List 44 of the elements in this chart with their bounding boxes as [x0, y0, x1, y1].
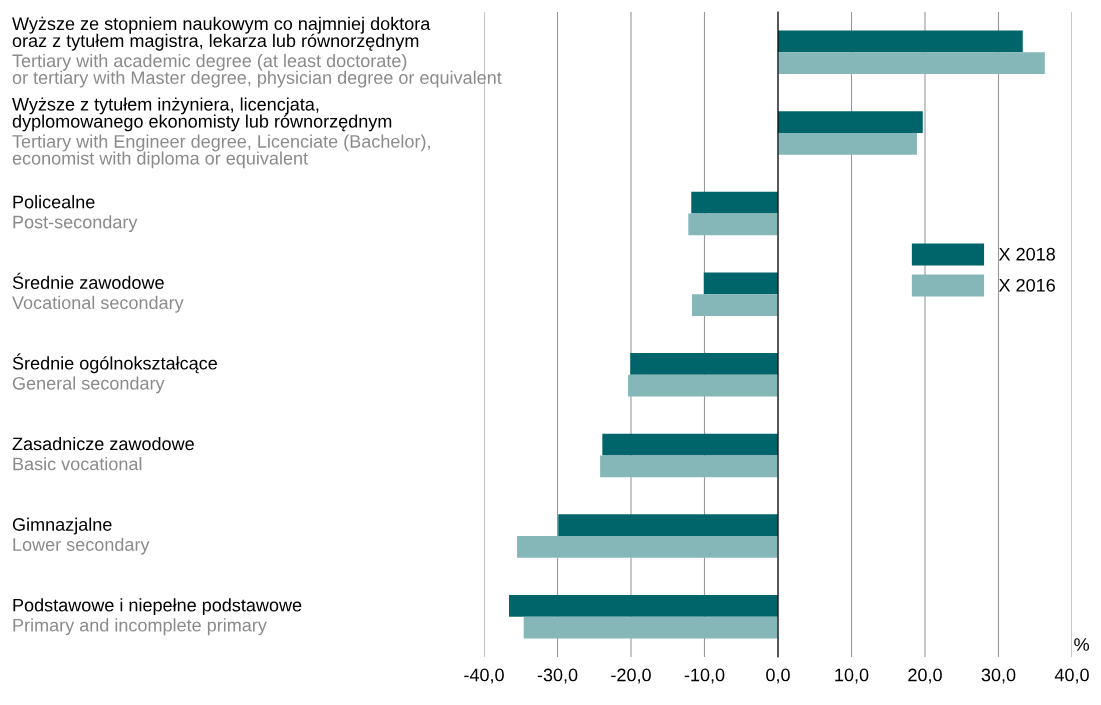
- text: Vocational secondary: [12, 295, 184, 313]
- x-tick-label: -20,0: [611, 668, 651, 684]
- bar: [703, 272, 778, 295]
- x-tick-label: 0,0: [766, 668, 790, 684]
- legend-label: X 2016: [998, 278, 1055, 292]
- bar: [523, 616, 778, 639]
- y-tick-label: Wyższe z tytułem inżyniera, licencjata, dyplomowanego ekonomisty lub równorzędnym: [12, 97, 392, 132]
- x-tick-label: 40,0: [1054, 668, 1089, 684]
- y-tick-label: Średnie ogólnokształcące: [12, 353, 217, 374]
- bar: [691, 191, 778, 214]
- bar: [692, 294, 778, 316]
- y-tick-label: Wyższe ze stopniem naukowym co najmniej doktora oraz z tytułem magistra, lekarza lub równorzędnym: [12, 16, 431, 51]
- annotation: Tertiary with academic degree (at least doctorate) or tertiary with Master degree, physician degree or equivalent: [12, 53, 502, 88]
- text: Basic vocational: [13, 457, 142, 471]
- x-tick-label: -30,0: [537, 668, 578, 684]
- legend-label: X 2018: [998, 247, 1055, 261]
- bar: [778, 52, 1045, 75]
- x-axis-title: %: [1074, 638, 1089, 651]
- text: General secondary: [12, 376, 165, 394]
- bar: [517, 536, 778, 558]
- text: Lower secondary: [13, 537, 150, 555]
- bar: [688, 213, 778, 236]
- y-tick-label: Gimnazjalne: [12, 517, 112, 535]
- bar: [508, 594, 778, 617]
- y-tick-label: Policealne: [13, 195, 95, 209]
- y-tick-label: Średnie zawodowe: [12, 272, 164, 290]
- x-tick-label: 20,0: [908, 668, 942, 684]
- text: Tertiary with Engineer degree, Licenciate (Bachelor), economist with diploma or equivalent: [12, 134, 430, 169]
- x-tick-label: -10,0: [684, 668, 725, 684]
- x-tick-label: 10,0: [835, 668, 869, 684]
- bar: [778, 111, 923, 133]
- x-tick-label: 30,0: [981, 668, 1016, 684]
- bar: [602, 433, 778, 456]
- y-tick-label: Zasadnicze zawodowe: [12, 436, 194, 451]
- bar: [630, 353, 778, 375]
- y-tick-label: Podstawowe i niepełne podstawowe: [13, 598, 302, 616]
- bar: [778, 30, 1023, 53]
- x-tick-label: -40,0: [464, 668, 504, 684]
- bar: [600, 455, 778, 478]
- bar: [558, 514, 778, 537]
- text: Post-secondary: [13, 215, 138, 233]
- text: Primary and incomplete primary: [13, 618, 267, 636]
- bar: [628, 374, 778, 397]
- bar: [778, 132, 917, 155]
